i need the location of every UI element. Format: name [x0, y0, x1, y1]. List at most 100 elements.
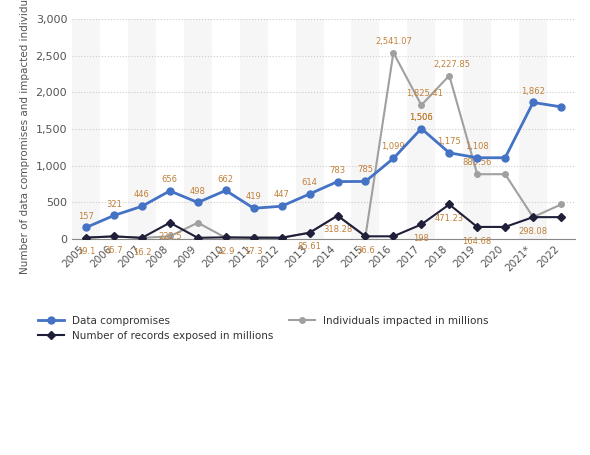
Text: 157: 157	[78, 212, 94, 221]
Text: 198: 198	[414, 234, 430, 243]
Individuals impacted in millions	[558, 202, 565, 207]
Bar	[184, 19, 212, 239]
Data compromises	[306, 191, 313, 197]
Bar	[128, 19, 156, 239]
Text: 419: 419	[246, 192, 261, 201]
Individuals impacted in millions	[418, 102, 425, 108]
Text: 614: 614	[301, 178, 317, 187]
Individuals impacted in millions	[139, 235, 146, 241]
Data compromises	[418, 126, 425, 131]
Y-axis label: Number of data compromises and impacted individuals: Number of data compromises and impacted …	[20, 0, 30, 274]
Text: 1,108: 1,108	[466, 142, 489, 151]
Number of records exposed in millions	[362, 233, 369, 239]
Text: 22.9: 22.9	[217, 247, 235, 256]
Text: 498: 498	[190, 187, 206, 196]
Number of records exposed in millions	[110, 234, 117, 239]
Number of records exposed in millions	[222, 235, 230, 240]
Number of records exposed in millions	[250, 235, 257, 240]
Individuals impacted in millions	[334, 213, 341, 218]
Number of records exposed in millions	[83, 235, 90, 240]
Data compromises	[110, 213, 117, 218]
Text: 85.61: 85.61	[297, 243, 322, 252]
Data compromises	[474, 155, 481, 161]
Text: 164.68: 164.68	[463, 237, 492, 246]
Individuals impacted in millions	[530, 214, 537, 220]
Text: 2,541.07: 2,541.07	[375, 37, 412, 46]
Line: Data compromises: Data compromises	[83, 99, 565, 231]
Text: 1,099: 1,099	[382, 142, 405, 152]
Data compromises	[83, 225, 90, 230]
Bar	[519, 19, 547, 239]
Text: 298.08: 298.08	[519, 227, 548, 236]
Bar	[240, 19, 268, 239]
Number of records exposed in millions	[194, 235, 201, 241]
Data compromises	[278, 203, 285, 209]
Line: Individuals impacted in millions: Individuals impacted in millions	[83, 50, 564, 241]
Number of records exposed in millions	[502, 224, 509, 230]
Line: Number of records exposed in millions: Number of records exposed in millions	[83, 202, 564, 241]
Number of records exposed in millions	[474, 224, 481, 230]
Data compromises	[222, 188, 230, 193]
Individuals impacted in millions	[166, 234, 173, 239]
Text: 19.1: 19.1	[77, 248, 95, 256]
Text: 1,506: 1,506	[409, 113, 433, 121]
Text: 36.6: 36.6	[356, 246, 375, 255]
Number of records exposed in millions	[445, 202, 453, 207]
Data compromises	[250, 206, 257, 211]
Bar	[407, 19, 435, 239]
Text: 16.2: 16.2	[133, 248, 151, 257]
Text: 35.7: 35.7	[104, 246, 123, 255]
Text: 1,506: 1,506	[409, 113, 433, 121]
Text: 1,862: 1,862	[521, 86, 545, 96]
Text: 446: 446	[134, 190, 150, 199]
Data compromises	[139, 203, 146, 209]
Number of records exposed in millions	[306, 230, 313, 235]
Text: 471.23: 471.23	[435, 214, 464, 223]
Text: 1,175: 1,175	[437, 137, 461, 146]
Individuals impacted in millions	[194, 220, 201, 225]
Bar	[463, 19, 491, 239]
Individuals impacted in millions	[362, 233, 369, 239]
Data compromises	[530, 100, 537, 105]
Data compromises	[166, 188, 173, 194]
Number of records exposed in millions	[558, 214, 565, 220]
Number of records exposed in millions	[278, 235, 285, 240]
Individuals impacted in millions	[83, 235, 90, 240]
Number of records exposed in millions	[334, 213, 341, 218]
Individuals impacted in millions	[474, 172, 481, 177]
Individuals impacted in millions	[250, 235, 257, 240]
Data compromises	[194, 200, 201, 205]
Text: 662: 662	[218, 175, 234, 183]
Individuals impacted in millions	[278, 235, 285, 240]
Text: 222.5: 222.5	[158, 233, 182, 242]
Individuals impacted in millions	[445, 73, 453, 78]
Text: 2,227.85: 2,227.85	[434, 60, 471, 69]
Data compromises	[362, 179, 369, 184]
Data compromises	[390, 156, 397, 161]
Bar	[296, 19, 323, 239]
Bar	[352, 19, 379, 239]
Data compromises	[334, 179, 341, 184]
Text: 17.3: 17.3	[244, 248, 263, 257]
Text: 785: 785	[358, 166, 373, 174]
Text: 883.56: 883.56	[463, 158, 492, 167]
Text: 656: 656	[162, 175, 178, 184]
Text: 447: 447	[274, 190, 290, 199]
Individuals impacted in millions	[222, 235, 230, 241]
Data compromises	[502, 155, 509, 161]
Individuals impacted in millions	[110, 234, 117, 239]
Number of records exposed in millions	[166, 220, 173, 225]
Data compromises	[445, 150, 453, 156]
Number of records exposed in millions	[418, 222, 425, 227]
Legend: Data compromises, Number of records exposed in millions, Individuals impacted in: Data compromises, Number of records expo…	[32, 310, 494, 346]
Number of records exposed in millions	[390, 233, 397, 239]
Number of records exposed in millions	[530, 214, 537, 220]
Bar	[72, 19, 100, 239]
Text: 783: 783	[329, 166, 346, 175]
Number of records exposed in millions	[139, 235, 146, 241]
Data compromises	[558, 104, 565, 110]
Text: 1,825.41: 1,825.41	[406, 89, 442, 98]
Individuals impacted in millions	[390, 50, 397, 56]
Text: 318.28: 318.28	[323, 225, 352, 234]
Text: 321: 321	[106, 200, 122, 208]
